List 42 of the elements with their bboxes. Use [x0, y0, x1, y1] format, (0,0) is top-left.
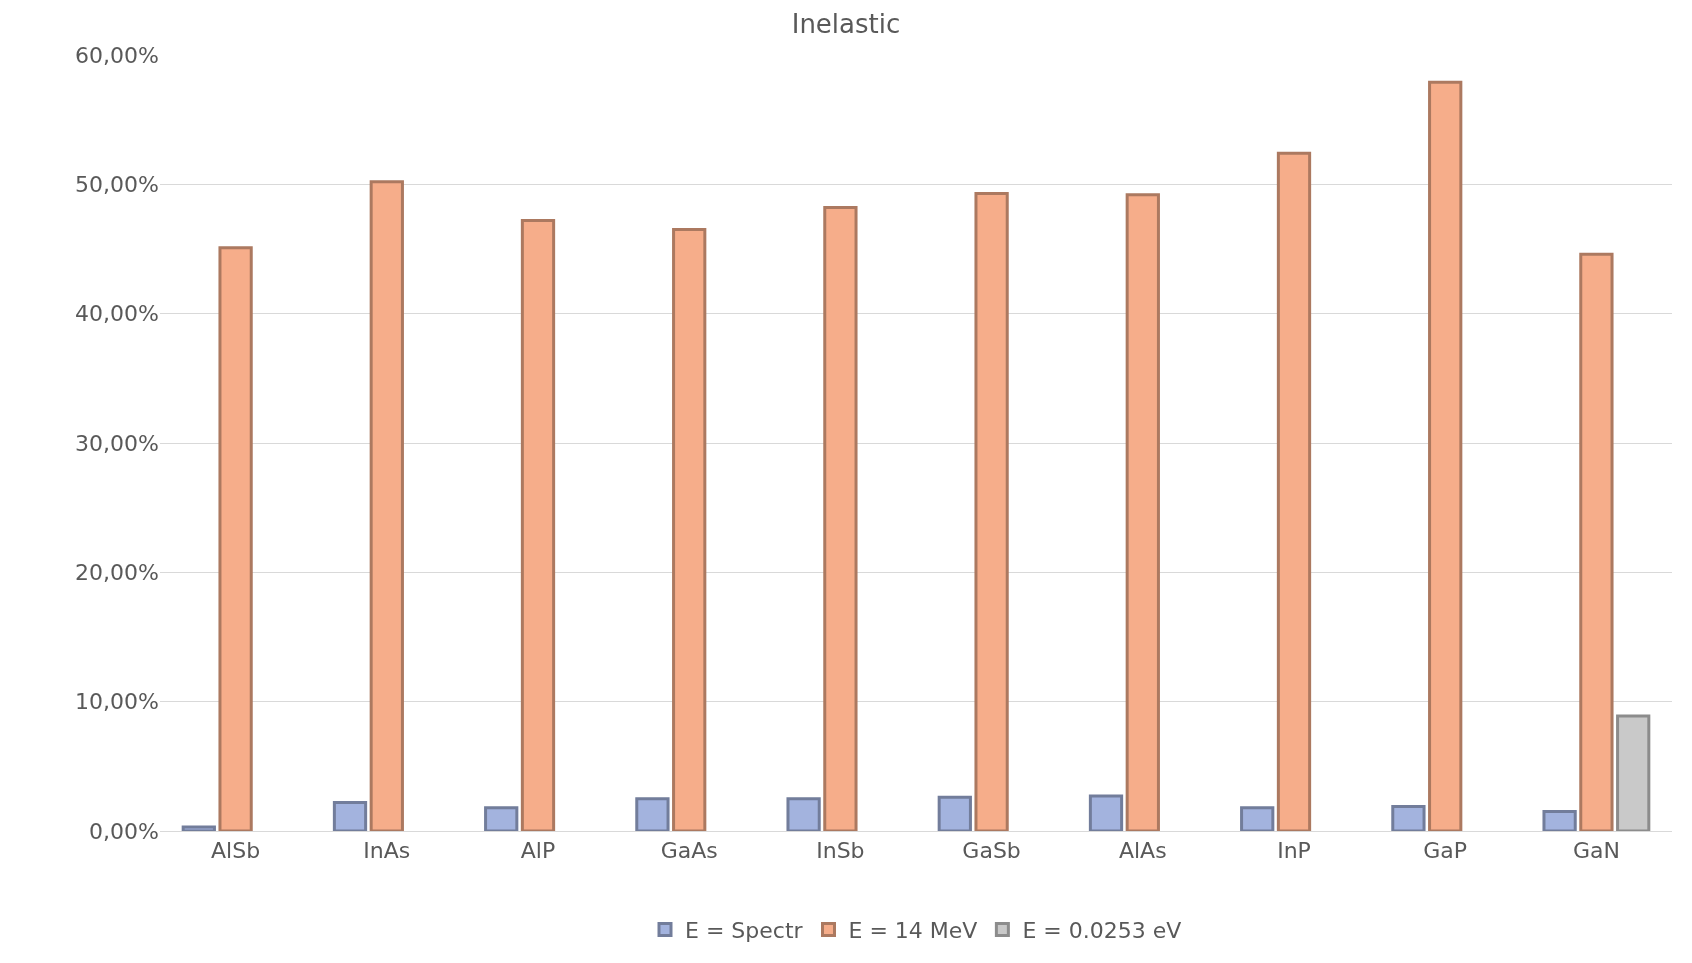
x-tick-label: GaSb — [962, 838, 1021, 864]
bar — [484, 806, 519, 831]
bar — [1240, 806, 1275, 831]
bar — [1276, 151, 1312, 831]
x-tick-label: InP — [1277, 838, 1311, 864]
bar — [1542, 810, 1577, 831]
bar — [369, 180, 404, 831]
x-tick-label: GaP — [1423, 838, 1468, 864]
x-tick-label: AlP — [520, 838, 556, 864]
bar — [1391, 804, 1426, 831]
bar — [1088, 794, 1124, 831]
bar — [181, 825, 216, 831]
x-tick-label: AlAs — [1118, 838, 1167, 864]
legend-label: E = 0.0253 eV — [1022, 917, 1182, 943]
bar — [823, 206, 858, 831]
bar — [937, 795, 972, 831]
x-tick-label: GaAs — [660, 838, 718, 864]
bar — [672, 228, 707, 831]
bar — [974, 191, 1009, 831]
bar — [520, 219, 556, 831]
x-tick-label: InAs — [363, 838, 411, 864]
x-tick-label: AlSb — [211, 838, 261, 864]
chart-title: Inelastic — [791, 8, 901, 39]
bar — [332, 801, 368, 831]
bar — [1579, 252, 1614, 831]
y-tick-label: 10,00% — [75, 689, 159, 715]
y-tick-label: 40,00% — [75, 301, 159, 327]
bar — [218, 246, 253, 831]
legend-label: E = Spectr — [685, 917, 804, 943]
bar — [1616, 714, 1651, 831]
y-tick-label: 0,00% — [89, 818, 159, 844]
bar — [1428, 80, 1463, 831]
legend-label: E = 14 MeV — [848, 917, 978, 943]
x-tick-label: GaN — [1572, 838, 1620, 864]
bar — [1125, 193, 1160, 831]
y-tick-label: 20,00% — [75, 560, 159, 586]
bar — [786, 797, 821, 831]
y-tick-label: 60,00% — [75, 42, 159, 68]
y-tick-label: 50,00% — [75, 172, 159, 198]
y-tick-label: 30,00% — [75, 430, 159, 456]
bar — [635, 797, 670, 831]
x-tick-label: InSb — [816, 838, 865, 864]
